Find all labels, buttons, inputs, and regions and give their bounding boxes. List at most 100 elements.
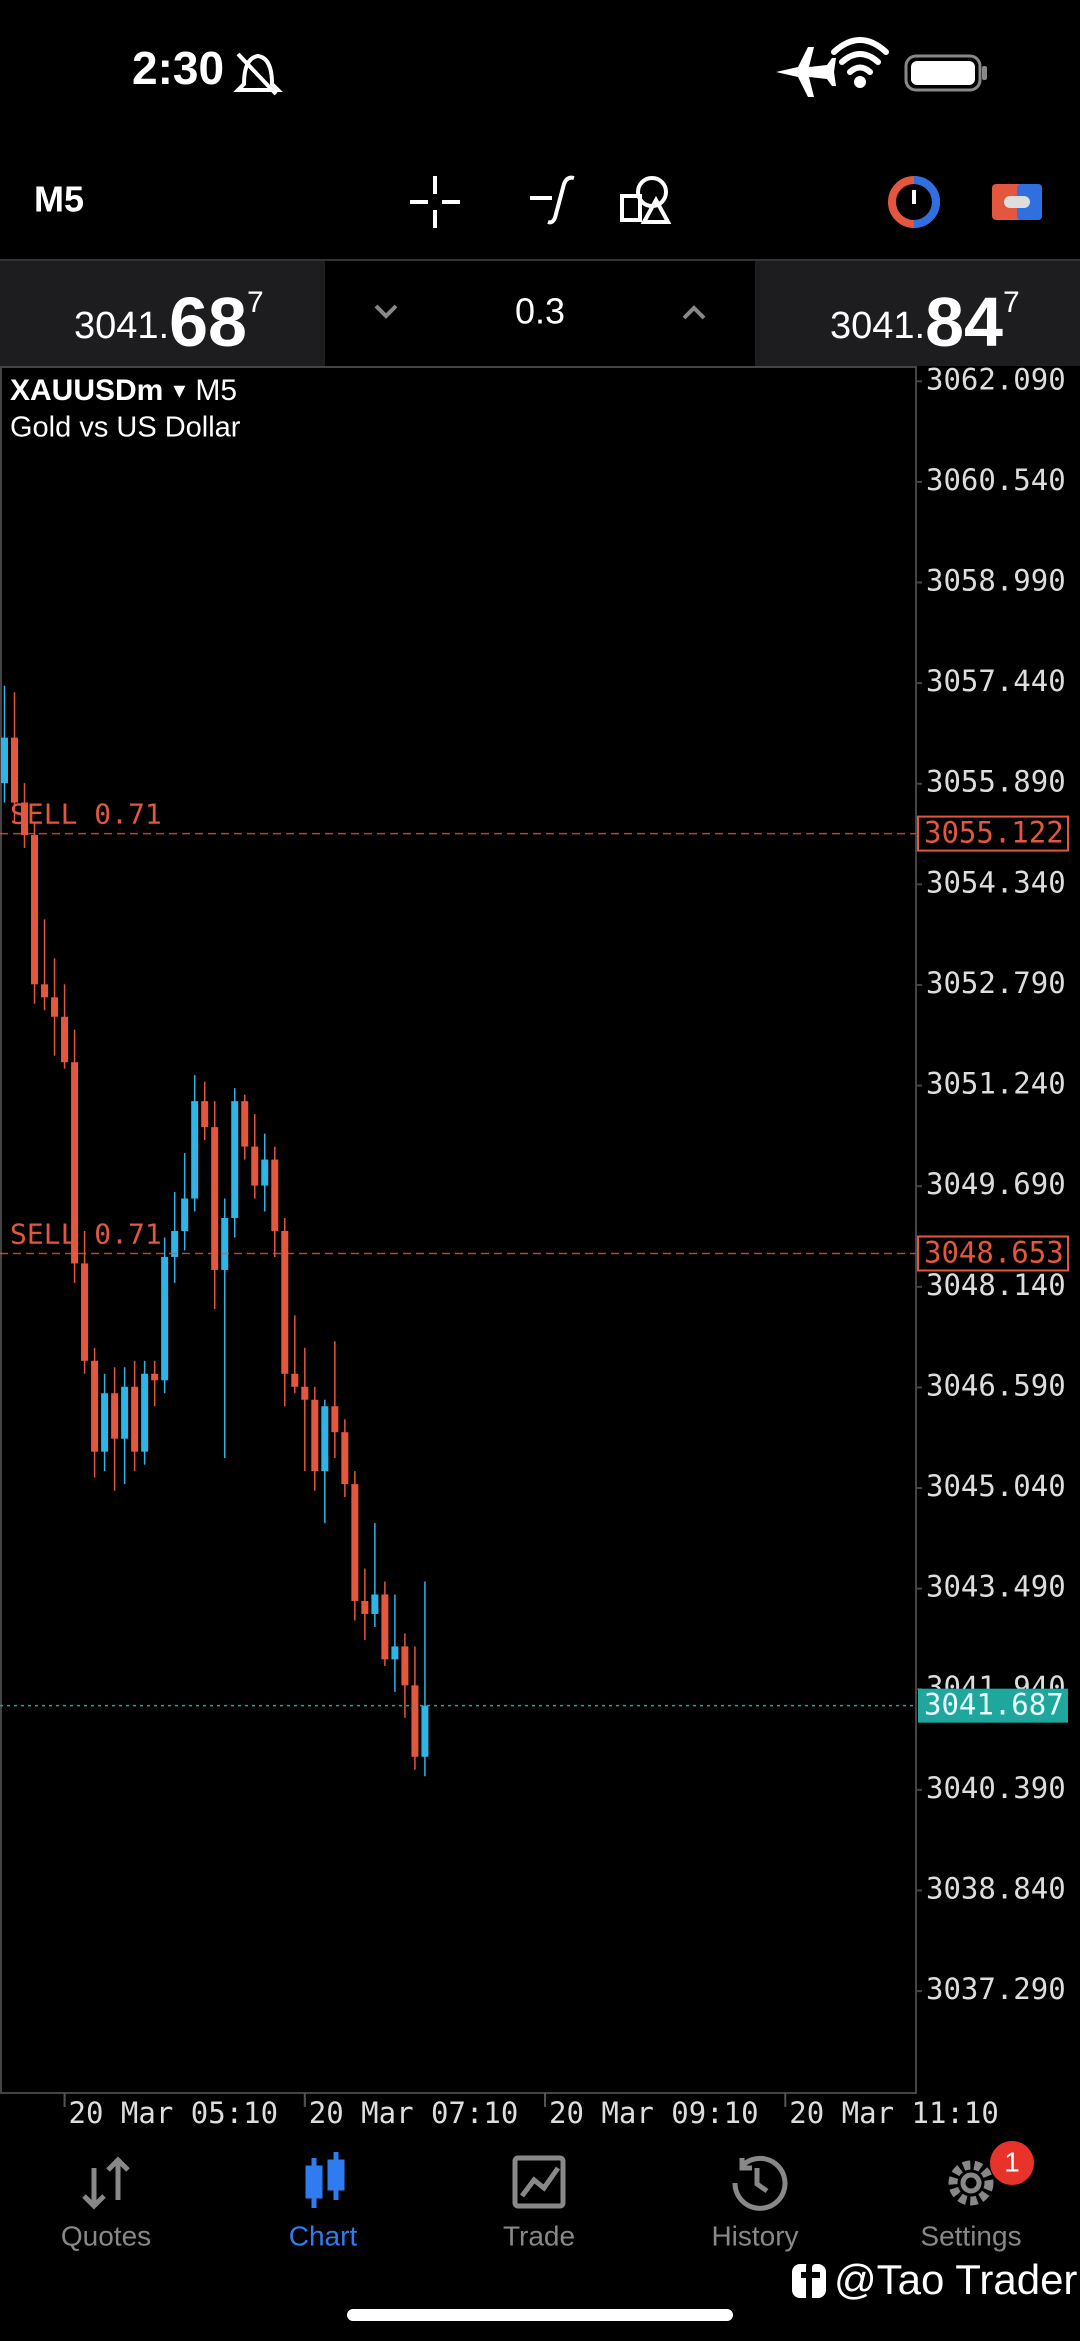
quotes-icon: [82, 2156, 130, 2210]
chart-frame: [0, 366, 917, 2094]
chart-header: XAUUSDm ▾ M5: [10, 374, 237, 407]
y-tick-label: 3043.490: [926, 1570, 1066, 1604]
candle-body: [211, 1127, 219, 1270]
candle-body: [151, 1373, 159, 1381]
candle-body: [51, 997, 59, 1017]
order-label: SELL 0.71: [10, 1217, 162, 1250]
y-tick-label: 3048.140: [926, 1268, 1066, 1302]
chart-description: Gold vs US Dollar: [10, 412, 241, 444]
candle-body: [91, 1360, 99, 1452]
x-tick-label: 20 Mar 07:10: [309, 2096, 519, 2130]
battery-icon: [904, 54, 987, 92]
nav-label[interactable]: Chart: [289, 2220, 358, 2251]
nav-label[interactable]: Quotes: [61, 2220, 151, 2251]
volume-up[interactable]: [682, 305, 706, 320]
nav-badge: [990, 2141, 1034, 2185]
candle-body: [251, 1146, 259, 1186]
nav-label[interactable]: Trade: [503, 2220, 575, 2251]
trade-icon: [512, 2155, 566, 2209]
mute-icon: [233, 52, 283, 96]
candle-body: [221, 1217, 229, 1270]
ask-price[interactable]: 3041.847: [830, 283, 1020, 361]
crosshair-button[interactable]: [410, 176, 460, 228]
chart: 3062.090 3060.540 3058.990 3057.440 3055.890…: [0, 362, 1069, 2130]
candle-body: [341, 1432, 349, 1485]
candle-body: [311, 1399, 319, 1472]
candle-body: [21, 802, 29, 836]
y-tick-label: 3046.590: [926, 1368, 1066, 1402]
candle-body: [331, 1406, 339, 1433]
y-tick-label: 3052.790: [926, 966, 1066, 1000]
order-label: SELL 0.71: [10, 798, 162, 831]
chart-icon: [305, 2152, 345, 2208]
candle-body: [321, 1406, 329, 1472]
order-price-box: [917, 1235, 1069, 1272]
candle-body: [161, 1256, 169, 1381]
last-price-box: [918, 1688, 1068, 1723]
bid-price[interactable]: 3041.687: [74, 283, 264, 361]
candle-body: [201, 1101, 209, 1128]
watermark-icon: [792, 2258, 826, 2298]
history-icon: [732, 2155, 788, 2211]
candle-body: [11, 737, 19, 803]
volume-down[interactable]: [374, 304, 398, 319]
one-click-button[interactable]: [888, 176, 940, 228]
candle-body: [351, 1484, 359, 1601]
status-time: 2:30: [132, 42, 224, 94]
last-price: 3041.687: [924, 1688, 1064, 1722]
order-price: 3055.122: [924, 816, 1064, 850]
volume-panel: [325, 260, 755, 366]
y-tick-label: 3055.890: [926, 765, 1066, 799]
candle-body: [141, 1373, 149, 1452]
timeframe-button[interactable]: M5: [34, 179, 84, 220]
candle-body: [61, 1016, 69, 1063]
candle-body: [391, 1646, 399, 1660]
nav-label[interactable]: History: [711, 2220, 798, 2251]
y-tick-label: 3057.440: [926, 664, 1066, 698]
order-price-box: [917, 815, 1069, 852]
candle-body: [71, 1062, 79, 1264]
nav-label[interactable]: Settings: [920, 2220, 1021, 2251]
candle-body: [271, 1159, 279, 1231]
objects-button[interactable]: [620, 176, 672, 224]
candle-body: [181, 1198, 189, 1231]
y-tick-label: 3058.990: [926, 564, 1066, 598]
trade-button[interactable]: [992, 184, 1042, 220]
settings-icon: [948, 2160, 994, 2206]
y-tick-label: 3051.240: [926, 1067, 1066, 1101]
y-tick-label: 3038.840: [926, 1871, 1066, 1905]
candle-body: [291, 1373, 299, 1387]
candle-body: [371, 1594, 379, 1614]
candle-body: [411, 1685, 419, 1757]
candle-body: [101, 1393, 109, 1452]
y-tick-label: 3054.340: [926, 865, 1066, 899]
y-tick-label: 3037.290: [926, 1972, 1066, 2006]
candle-body: [261, 1159, 269, 1186]
wifi-icon: [831, 37, 889, 88]
candle-body: [191, 1101, 199, 1199]
y-tick-label: 3045.040: [926, 1469, 1066, 1503]
candle-body: [171, 1230, 179, 1257]
x-tick-label: 20 Mar 09:10: [549, 2096, 759, 2130]
volume[interactable]: 0.3: [515, 291, 565, 332]
indicators-button[interactable]: [530, 175, 575, 225]
candle-body: [421, 1705, 429, 1757]
x-tick-label: 20 Mar 05:10: [69, 2096, 279, 2130]
home-indicator: [347, 2309, 733, 2321]
candle-body: [241, 1101, 249, 1147]
airplane-icon: [776, 47, 836, 97]
candle-body: [231, 1101, 239, 1218]
candle-body: [281, 1230, 289, 1374]
candle-body: [31, 835, 39, 985]
y-tick-label: 3060.540: [926, 463, 1066, 497]
candle-body: [381, 1594, 389, 1660]
order-price: 3048.653: [924, 1235, 1064, 1269]
nav-badge-text: 1: [1004, 2146, 1020, 2177]
candle-body: [361, 1600, 369, 1614]
y-tick-label: 3062.090: [926, 362, 1066, 396]
nav-icons: [82, 2152, 994, 2211]
candle-body: [401, 1646, 409, 1686]
